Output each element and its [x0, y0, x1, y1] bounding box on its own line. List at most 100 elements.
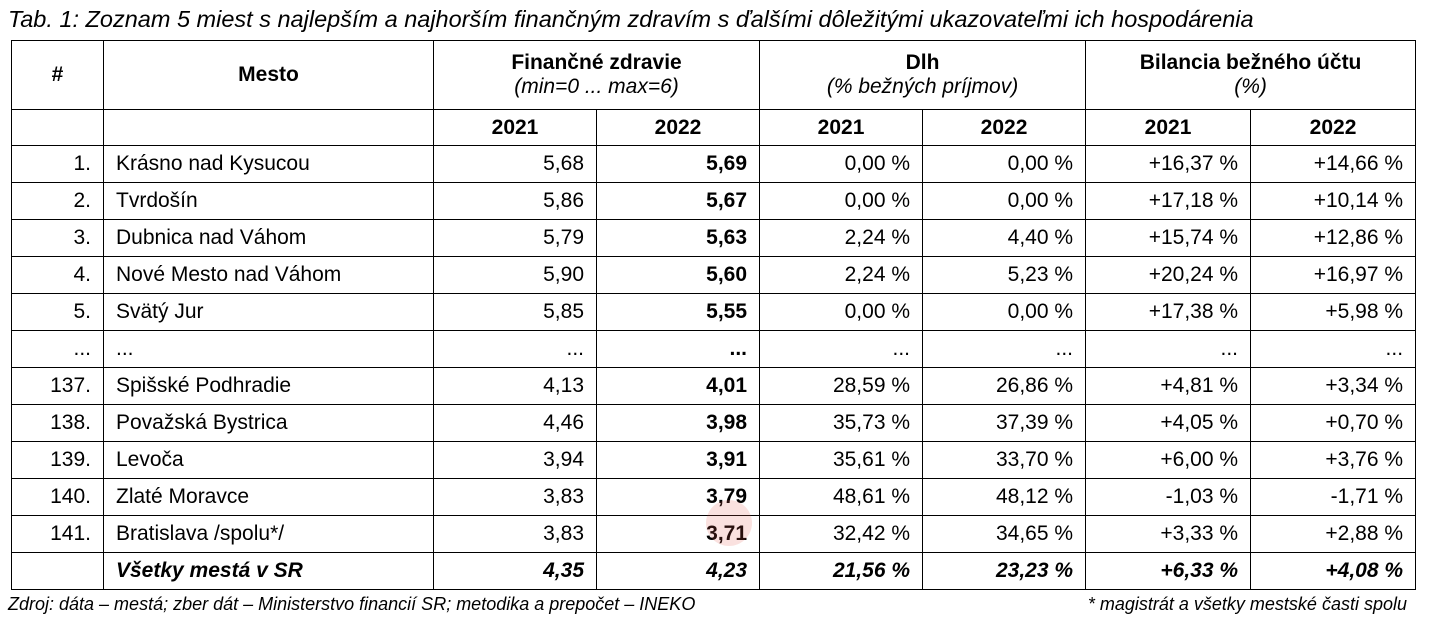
- col-header-rank: #: [11, 40, 104, 110]
- cell-health-2022: 5,69: [595, 145, 761, 183]
- cell-debt-2021: 0,00 %: [759, 293, 924, 331]
- total-cell-city: Všetky mestá v SR: [103, 552, 434, 590]
- cell-balance-2022: +2,88 %: [1250, 515, 1417, 553]
- cell-debt-2021: 0,00 %: [759, 182, 924, 220]
- cell-health-2021: 3,83: [433, 515, 597, 553]
- cell-city: Považská Bystrica: [103, 404, 434, 442]
- cell-balance-2021: +4,05 %: [1085, 404, 1252, 442]
- cell-debt-2021: ...: [759, 330, 924, 368]
- cell-balance-2022: +12,86 %: [1250, 219, 1417, 257]
- cell-rank: ...: [11, 330, 104, 368]
- year-header: 2022: [595, 109, 761, 146]
- cell-rank: 4.: [11, 256, 104, 294]
- total-cell-debt-2021: 21,56 %: [759, 552, 924, 590]
- year-header: 2021: [433, 109, 597, 146]
- cell-city: Zlaté Moravce: [103, 478, 434, 516]
- financial-health-table: # Mesto Finančné zdravie Dlh Bilancia be…: [11, 40, 1417, 590]
- table-row: 4. Nové Mesto nad Váhom 5,90 5,60 2,24 % 5,23…: [11, 256, 1417, 294]
- cell-debt-2021: 0,00 %: [759, 145, 924, 183]
- col-subheader-health: (min=0 ... max=6): [432, 75, 761, 110]
- cell-rank: 3.: [11, 219, 104, 257]
- cell-balance-2022: +10,14 %: [1250, 182, 1417, 220]
- cell-balance-2022: +3,76 %: [1250, 441, 1417, 479]
- year-header: 2022: [1250, 109, 1417, 146]
- source-note: Zdroj: dáta – mestá; zber dát – Minister…: [8, 594, 696, 614]
- col-header-debt: Dlh: [759, 40, 1087, 75]
- cell-city: Krásno nad Kysucou: [103, 145, 434, 183]
- cell-health-2022: 4,01: [595, 367, 761, 405]
- cell-debt-2021: 32,42 %: [759, 515, 924, 553]
- cell-balance-2021: +3,33 %: [1085, 515, 1252, 553]
- cell-rank: 5.: [11, 293, 104, 331]
- cell-health-2022: 5,63: [595, 219, 761, 257]
- cell-city: Nové Mesto nad Váhom: [103, 256, 434, 294]
- cell-health-2021: 5,68: [433, 145, 597, 183]
- cell-balance-2022: +3,34 %: [1250, 367, 1417, 405]
- cell-debt-2022: 34,65 %: [922, 515, 1087, 553]
- cell-health-2021: 4,46: [433, 404, 597, 442]
- cell-balance-2021: +17,18 %: [1085, 182, 1252, 220]
- cell-debt-2021: 2,24 %: [759, 256, 924, 294]
- col-header-health: Finančné zdravie: [432, 40, 761, 75]
- cell-health-2022: 3,98: [595, 404, 761, 442]
- cell-debt-2022: 5,23 %: [922, 256, 1087, 294]
- total-row: Všetky mestá v SR 4,35 4,23 21,56 % 23,23 % +…: [11, 552, 1417, 590]
- cell-debt-2022: ...: [922, 330, 1087, 368]
- cell-health-2021: 3,94: [433, 441, 597, 479]
- cell-debt-2022: 26,86 %: [922, 367, 1087, 405]
- col-header-city: Mesto: [103, 40, 434, 110]
- table-row: ........................: [11, 330, 1417, 368]
- total-cell-debt-2022: 23,23 %: [922, 552, 1087, 590]
- col-subheader-balance: (%): [1085, 75, 1417, 110]
- cell-debt-2021: 35,61 %: [759, 441, 924, 479]
- cell-debt-2021: 28,59 %: [759, 367, 924, 405]
- cell-rank: 141.: [11, 515, 104, 553]
- total-cell-health-2021: 4,35: [433, 552, 597, 590]
- total-cell-balance-2021: +6,33 %: [1085, 552, 1252, 590]
- table-row: 5. Svätý Jur 5,85 5,55 0,00 % 0,00 % +17,38 % +…: [11, 293, 1417, 331]
- cell-city: ...: [103, 330, 434, 368]
- cell-city: Spišské Podhradie: [103, 367, 434, 405]
- cell-balance-2021: -1,03 %: [1085, 478, 1252, 516]
- cell-debt-2021: 35,73 %: [759, 404, 924, 442]
- footnote: * magistrát a všetky mestské časti spolu: [1087, 594, 1407, 614]
- cell-health-2022: 3,71: [595, 515, 761, 553]
- cell-balance-2022: +14,66 %: [1250, 145, 1417, 183]
- cell-balance-2022: +0,70 %: [1250, 404, 1417, 442]
- table-row: 3. Dubnica nad Váhom 5,79 5,63 2,24 % 4,40 % +…: [11, 219, 1417, 257]
- cell-balance-2021: +20,24 %: [1085, 256, 1252, 294]
- cell-debt-2021: 48,61 %: [759, 478, 924, 516]
- cell-health-2021: ...: [433, 330, 597, 368]
- table-row: 140. Zlaté Moravce 3,83 3,79 48,61 % 48,12 % -…: [11, 478, 1417, 516]
- cell-balance-2021: ...: [1085, 330, 1252, 368]
- cell-debt-2022: 0,00 %: [922, 182, 1087, 220]
- cell-debt-2022: 33,70 %: [922, 441, 1087, 479]
- table-row: 139. Levoča 3,94 3,91 35,61 % 33,70 % +6,00 % +…: [11, 441, 1417, 479]
- table-row: 2. Tvrdošín 5,86 5,67 0,00 % 0,00 % +17,18 % +1…: [11, 182, 1417, 220]
- cell-health-2021: 5,79: [433, 219, 597, 257]
- year-header: 2021: [1085, 109, 1252, 146]
- cell-rank: 138.: [11, 404, 104, 442]
- cell-balance-2021: +6,00 %: [1085, 441, 1252, 479]
- cell-debt-2022: 0,00 %: [922, 293, 1087, 331]
- cell-balance-2021: +15,74 %: [1085, 219, 1252, 257]
- cell-debt-2021: 2,24 %: [759, 219, 924, 257]
- cell-rank: 2.: [11, 182, 104, 220]
- cell-health-2022: ...: [595, 330, 761, 368]
- table-row: 141. Bratislava /spolu*/3,83 3,71 32,42 % 34…: [11, 515, 1417, 553]
- year-header-empty-city: [103, 109, 434, 146]
- total-cell-rank: [11, 552, 104, 590]
- cell-health-2021: 5,85: [433, 293, 597, 331]
- col-subheader-debt: (% bežných príjmov): [759, 75, 1087, 110]
- cell-rank: 140.: [11, 478, 104, 516]
- cell-debt-2022: 48,12 %: [922, 478, 1087, 516]
- cell-balance-2022: +5,98 %: [1250, 293, 1417, 331]
- cell-rank: 139.: [11, 441, 104, 479]
- cell-debt-2022: 37,39 %: [922, 404, 1087, 442]
- cell-health-2022: 5,60: [595, 256, 761, 294]
- cell-health-2022: 3,79: [595, 478, 761, 516]
- cell-balance-2021: +17,38 %: [1085, 293, 1252, 331]
- cell-city: Svätý Jur: [103, 293, 434, 331]
- cell-debt-2022: 4,40 %: [922, 219, 1087, 257]
- cell-city: Tvrdošín: [103, 182, 434, 220]
